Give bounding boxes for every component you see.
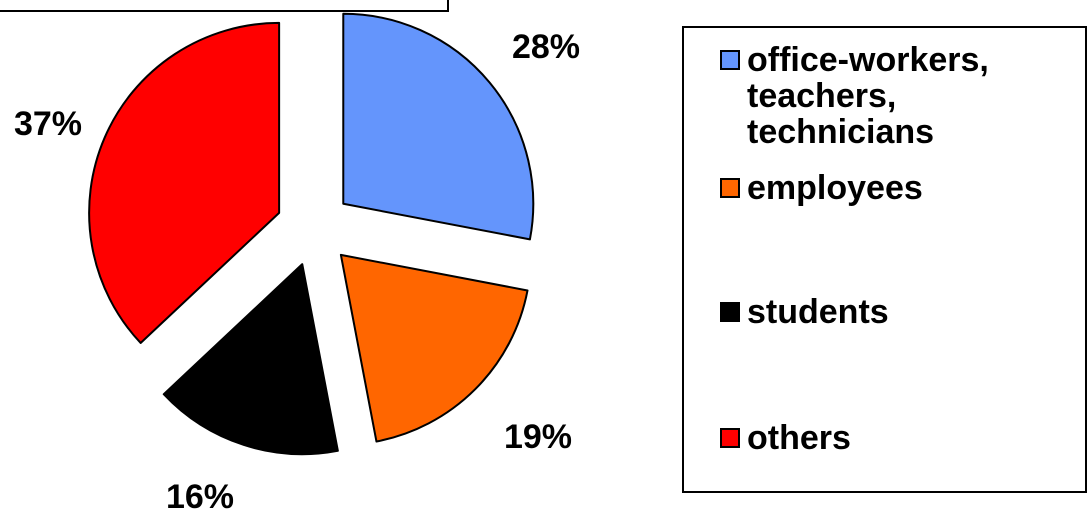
pie-slice-4 [88, 21, 281, 344]
legend-label: employees [747, 169, 923, 207]
legend-item-employees: employees [720, 170, 923, 206]
legend-swatch [720, 428, 740, 448]
legend-label: students [747, 293, 889, 331]
legend-label: office-workers, teachers, technicians [747, 41, 989, 151]
pie-slice-3 [162, 263, 339, 456]
title-box [0, 0, 449, 12]
slice-percent-label: 16% [166, 478, 234, 511]
legend-item-students: students [720, 294, 889, 330]
pie-slice-2 [339, 253, 529, 443]
legend-swatch [720, 302, 740, 322]
legend: office-workers, teachers, technicians em… [682, 26, 1087, 493]
slice-percent-label: 28% [512, 28, 580, 66]
legend-swatch [720, 50, 740, 70]
legend-label: others [747, 419, 851, 457]
slice-percent-label: 19% [504, 418, 572, 456]
slice-percent-label: 37% [14, 105, 82, 143]
legend-swatch [720, 178, 740, 198]
legend-item-others: others [720, 420, 851, 456]
pie-slice-1 [342, 12, 535, 241]
legend-item-office-workers: office-workers, teachers, technicians [720, 42, 989, 150]
